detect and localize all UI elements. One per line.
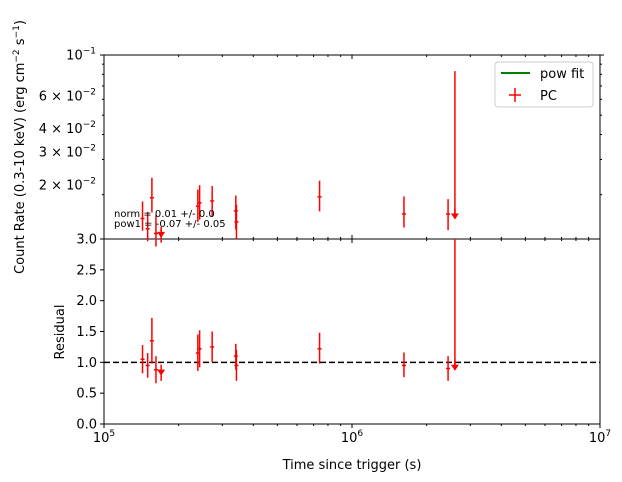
xtick-label: 105 — [93, 429, 115, 446]
data-point — [149, 177, 154, 213]
upper-limit-arrow-head — [157, 231, 166, 238]
residual-point — [317, 332, 322, 364]
residual-data-points — [140, 239, 459, 384]
data-point — [145, 211, 150, 242]
bottom-ytick-label: 0.5 — [76, 387, 97, 402]
data-point — [140, 201, 145, 231]
bottom-ytick-label: 2.0 — [76, 294, 97, 309]
residual-point — [197, 330, 202, 368]
upper-limit-arrow-head — [157, 369, 166, 376]
legend-fit-label: pow fit — [540, 67, 584, 82]
residual-point — [401, 352, 406, 378]
bottom-panel-ticks — [100, 238, 601, 428]
data-point — [317, 180, 322, 212]
upper-limit-arrow-head — [450, 364, 459, 371]
data-point — [157, 226, 166, 243]
top-data-points — [140, 71, 459, 247]
bottom-ytick-label: 1.0 — [76, 356, 97, 371]
legend-pc-label: PC — [540, 89, 557, 104]
bottom-ytick-label: 0.0 — [76, 418, 97, 433]
data-point — [210, 186, 215, 217]
residual-point — [145, 353, 150, 378]
residual-point — [157, 364, 166, 381]
data-point — [450, 71, 459, 220]
bottom-ytick-label: 3.0 — [76, 233, 97, 248]
xtick-label: 107 — [589, 429, 611, 446]
norm-annotation: norm = 0.01 +/- 0.0 — [114, 209, 215, 220]
residual-point — [140, 345, 145, 374]
x-axis-label: Time since trigger (s) — [282, 458, 422, 473]
top-ytick-label: 2 × 10−2 — [39, 177, 96, 194]
bottom-y-axis-label: Residual — [53, 305, 68, 360]
bottom-panel-frame — [103, 238, 601, 425]
top-ytick-label: 3 × 10−2 — [39, 143, 96, 160]
data-point — [153, 215, 158, 247]
bottom-ytick-label: 2.5 — [76, 263, 97, 278]
residual-point — [210, 331, 215, 363]
top-panel-ticks — [100, 54, 604, 239]
top-ytick-label: 6 × 10−2 — [39, 87, 96, 104]
residual-point — [234, 350, 239, 381]
data-point — [401, 196, 406, 228]
bottom-ytick-label: 1.5 — [76, 325, 97, 340]
top-ytick-label: 4 × 10−2 — [39, 120, 96, 137]
data-point — [234, 204, 239, 239]
pow-annotation: pow1 = -0.07 +/- 0.05 — [114, 219, 226, 230]
bottom-ytick-labels: 0.0 0.5 1.0 1.5 2.0 2.5 3.0 — [76, 233, 97, 433]
top-ytick-label: 10−1 — [66, 47, 96, 64]
data-point — [446, 199, 451, 231]
xtick-label: 106 — [341, 429, 364, 446]
data-point — [197, 185, 202, 220]
legend: pow fit PC — [494, 61, 594, 108]
upper-limit-arrow-head — [450, 213, 459, 220]
residual-point — [450, 239, 459, 371]
residual-point — [149, 317, 154, 364]
residual-point — [446, 356, 451, 381]
top-y-axis-label: Count Rate (0.3-10 keV) (erg cm−2 s−1) — [12, 20, 28, 274]
